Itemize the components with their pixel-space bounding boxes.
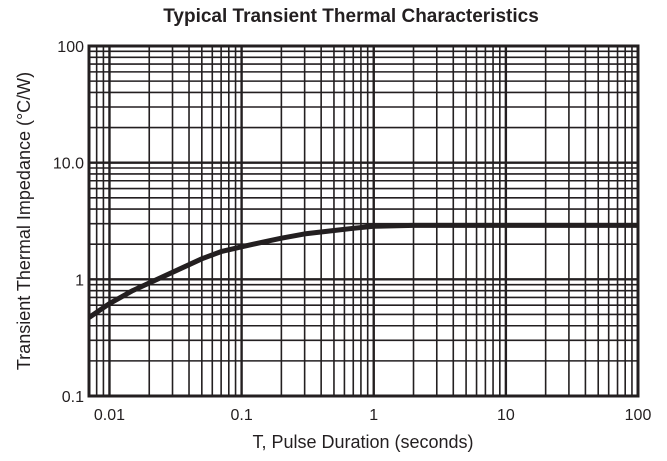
plot-frame bbox=[87, 44, 640, 398]
x-tick-label: 1 bbox=[369, 407, 378, 424]
y-tick-labels: 0.1 1 10.0 100 bbox=[53, 39, 84, 406]
x-tick-label: 10 bbox=[497, 407, 515, 424]
x-tick-label: 0.01 bbox=[94, 407, 125, 424]
x-axis-label: T, Pulse Duration (seconds) bbox=[252, 432, 473, 452]
y-tick-label: 1 bbox=[75, 272, 84, 289]
grid bbox=[88, 46, 638, 398]
x-tick-label: 0.1 bbox=[230, 407, 252, 424]
x-tick-label: 100 bbox=[625, 407, 652, 424]
chart-title: Typical Transient Thermal Characteristic… bbox=[163, 6, 539, 27]
x-tick-labels: 0.01 0.1 1 10 100 bbox=[94, 407, 652, 424]
y-tick-label: 0.1 bbox=[62, 389, 84, 406]
y-axis-label: Transient Thermal Impedance (°C/W) bbox=[14, 72, 34, 370]
series-layer bbox=[87, 222, 638, 320]
y-tick-label: 100 bbox=[57, 39, 84, 56]
y-tick-label: 10.0 bbox=[53, 156, 84, 173]
series-line-1 bbox=[87, 222, 638, 320]
